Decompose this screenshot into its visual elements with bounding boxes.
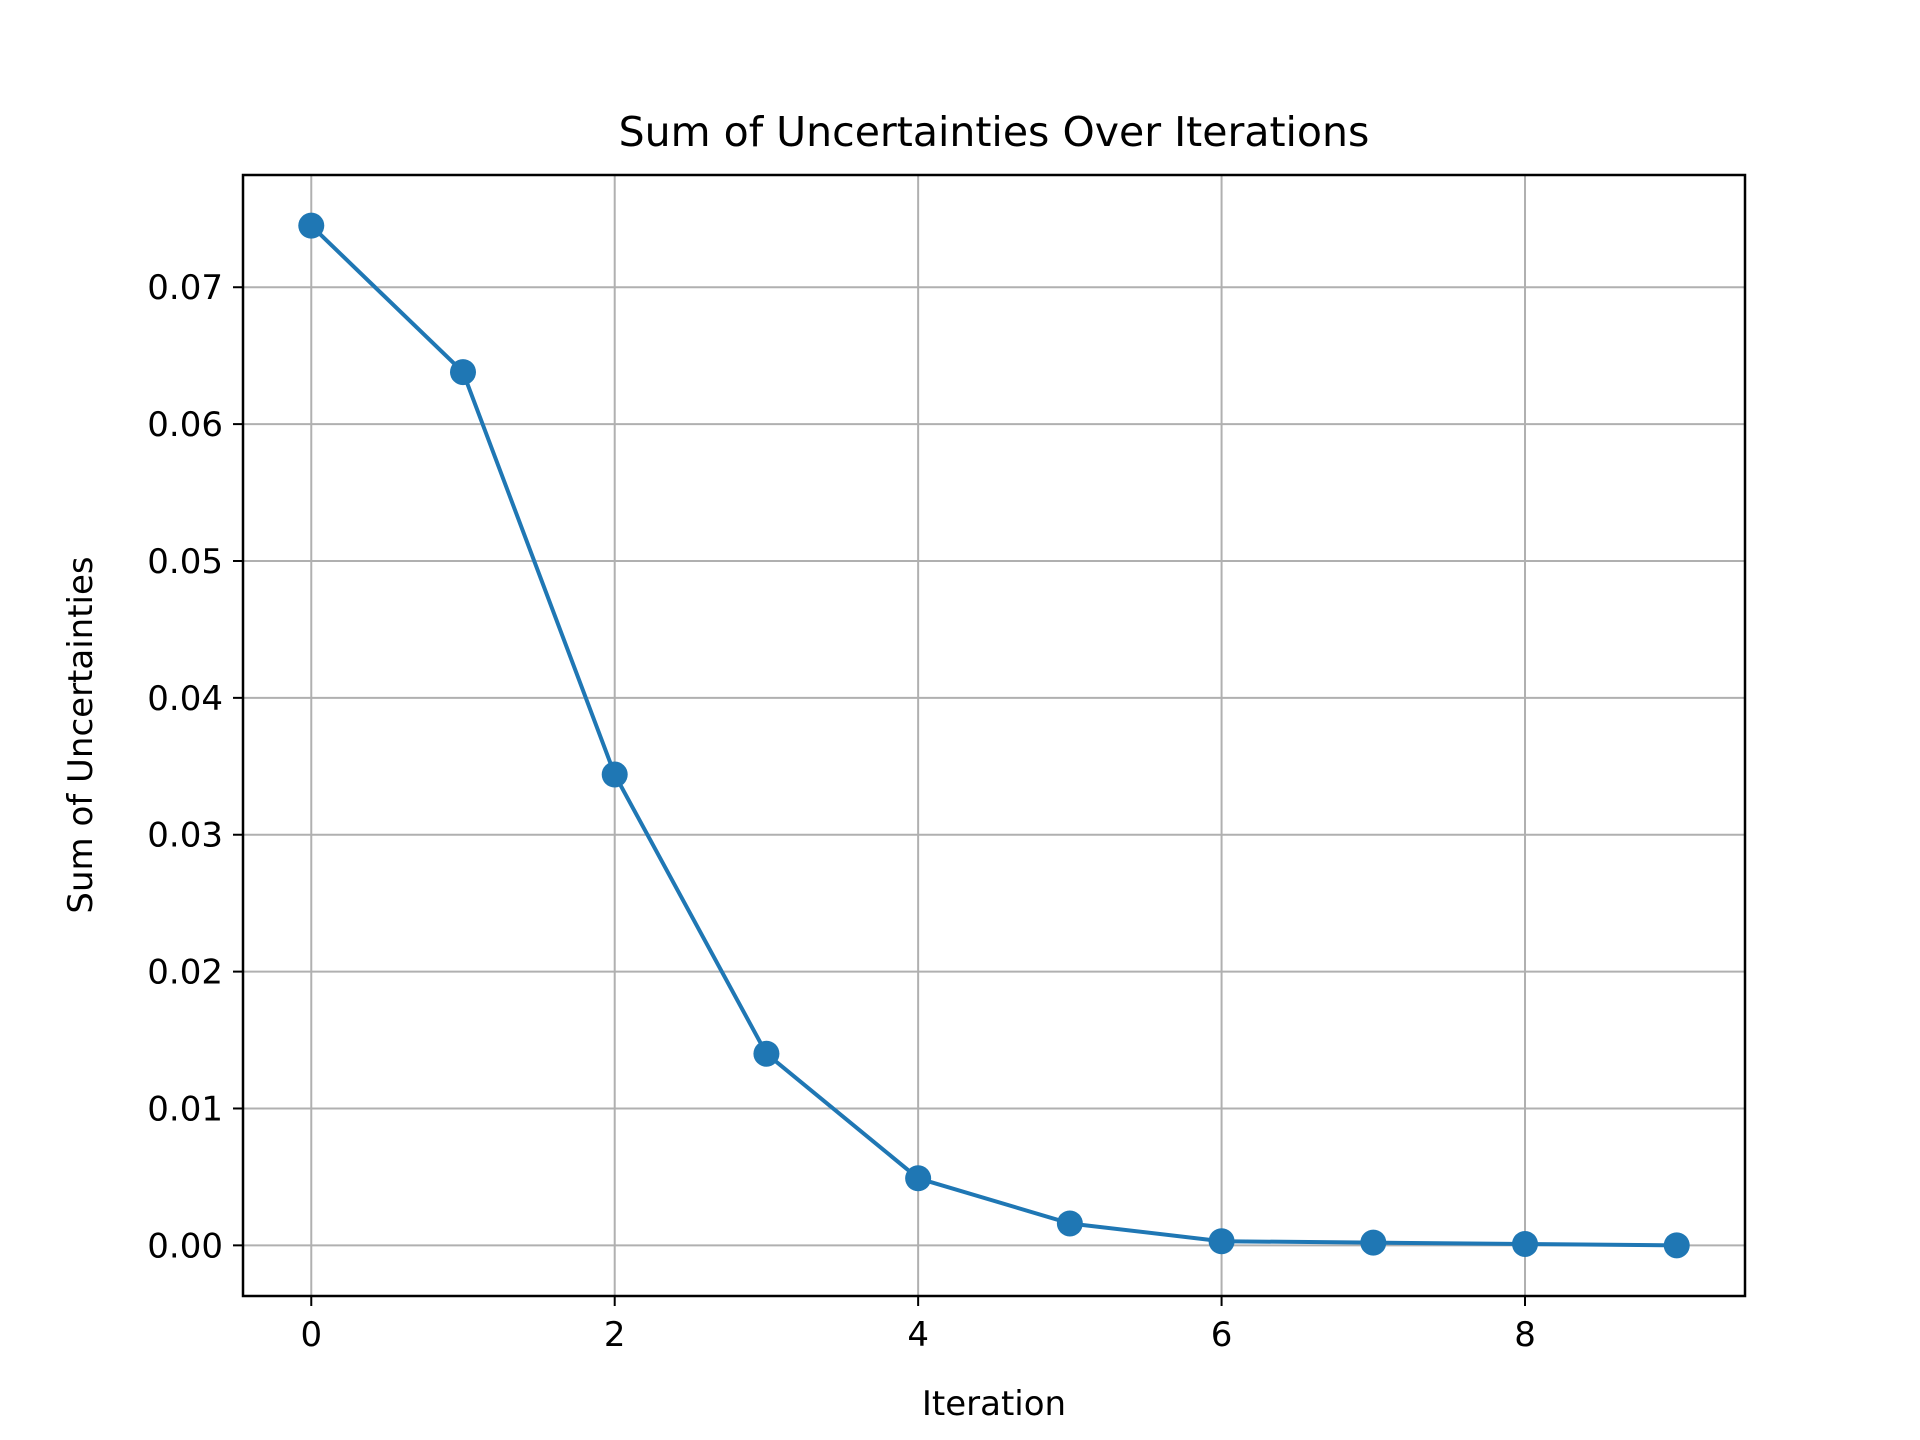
y-tick-label: 0.05 [147,542,223,582]
data-point [905,1165,932,1192]
grid [243,175,1745,1296]
data-point [601,761,628,788]
data-point [298,212,325,239]
y-tick-label: 0.02 [147,953,223,993]
x-tick-label: 0 [300,1315,322,1355]
x-tick-label: 4 [907,1315,929,1355]
x-tick-label: 8 [1514,1315,1536,1355]
series-layer [298,212,1690,1259]
data-point [1360,1229,1387,1256]
y-tick-label: 0.07 [147,268,223,308]
data-point [1512,1230,1539,1257]
data-point [1056,1210,1083,1237]
y-axis: 0.00 0.01 0.02 0.03 0.04 0.05 0.06 0.07 [147,268,243,1266]
data-point [449,359,476,386]
chart-title: Sum of Uncertainties Over Iterations [619,108,1370,156]
x-tick-label: 2 [604,1315,626,1355]
y-tick-label: 0.06 [147,405,223,445]
y-tick-label: 0.03 [147,816,223,856]
data-point [1663,1232,1690,1259]
y-tick-label: 0.04 [147,679,223,719]
y-tick-label: 0.01 [147,1089,223,1129]
x-axis-label: Iteration [922,1384,1066,1424]
series-line [309,224,1677,1248]
plot-frame [241,173,1747,1298]
x-axis: 0 2 4 6 8 [300,1296,1536,1355]
x-tick-label: 6 [1211,1315,1233,1355]
y-axis-label: Sum of Uncertainties [61,556,101,913]
data-point [753,1040,780,1067]
y-tick-label: 0.00 [147,1226,223,1266]
data-point [1208,1228,1235,1255]
